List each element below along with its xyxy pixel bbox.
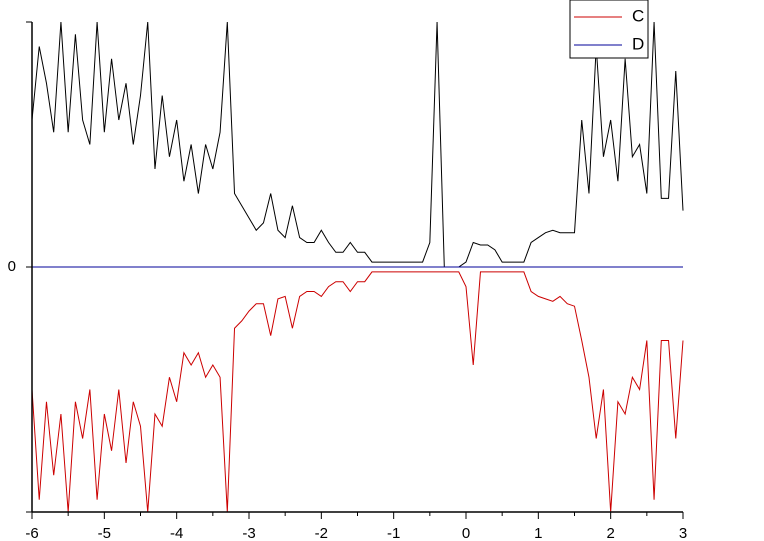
x-tick-label: -6 (25, 525, 38, 541)
x-tick-label: -2 (315, 525, 328, 541)
legend-label: C (632, 6, 644, 25)
legend-label: D (632, 34, 644, 53)
x-tick-label: -3 (242, 525, 255, 541)
legend-box (569, 0, 649, 59)
x-tick-label: 0 (462, 525, 470, 541)
x-tick-label: -1 (387, 525, 400, 541)
y-tick-label: 0 (8, 258, 16, 275)
x-tick-label: 3 (679, 525, 687, 541)
x-tick-label: 1 (534, 525, 542, 541)
x-tick-label: -5 (98, 525, 111, 541)
x-tick-label: -4 (170, 525, 183, 541)
data-line (31, 21, 684, 268)
x-tick-label: 2 (606, 525, 614, 541)
data-line (31, 271, 684, 513)
